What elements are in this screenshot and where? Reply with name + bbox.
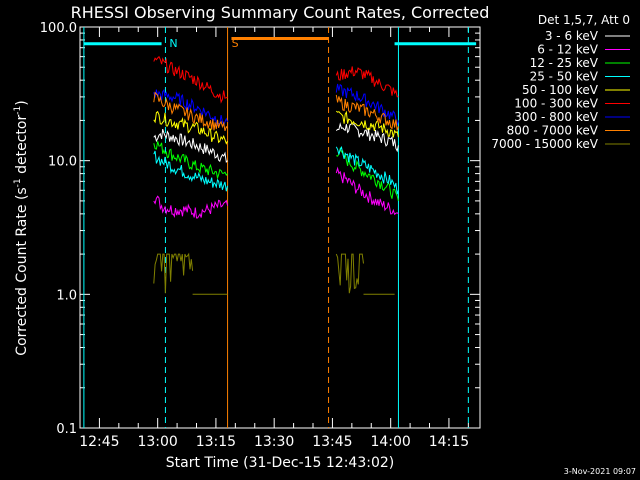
series-50-100kev (153, 110, 399, 145)
series-3-6kev (153, 122, 399, 164)
series-line (336, 147, 399, 202)
y-axis-label-part: Corrected Count Rate (s (14, 187, 30, 355)
y-axis-label-part: detector (14, 115, 30, 179)
legend-label: 300 - 800 keV (514, 110, 598, 124)
series-line (153, 128, 228, 164)
series-line (153, 141, 228, 180)
series-100-300kev (153, 55, 399, 104)
y-axis-label-text: Corrected Count Rate (s-1 detector-1) (13, 100, 30, 355)
y-axis-label: Corrected Count Rate (s-1 detector-1) (13, 100, 30, 355)
y-axis-label-part: ) (14, 100, 30, 105)
series-line (153, 150, 229, 192)
series-25-50kev (153, 145, 399, 195)
series-6-12kev (153, 166, 399, 219)
chart-title: RHESSI Observing Summary Count Rates, Co… (71, 3, 490, 22)
x-tick-label: 13:00 (137, 434, 177, 450)
series-line (153, 89, 229, 127)
series-800-7000kev (153, 91, 399, 132)
legend-label: 7000 - 15000 keV (491, 137, 598, 151)
series-line (153, 110, 229, 145)
legend-header: Det 1,5,7, Att 0 (538, 13, 630, 27)
series-7000-15000kev (153, 252, 395, 295)
legend-label: 25 - 50 keV (530, 70, 599, 84)
legend-label: 12 - 25 keV (530, 56, 599, 70)
timestamp: 3-Nov-2021 09:07 (564, 467, 636, 476)
x-tick-label: 13:30 (254, 434, 294, 450)
x-tick-label: 13:45 (312, 434, 352, 450)
y-tick-label: 1.0 (56, 288, 77, 303)
series-line (153, 91, 228, 132)
x-tick-label: 14:00 (370, 434, 410, 450)
series-line (335, 94, 399, 131)
y-tick-label: 100.0 (40, 21, 77, 36)
series-line (335, 110, 399, 138)
x-tick-label: 14:15 (429, 434, 469, 450)
legend-label: 50 - 100 keV (522, 83, 599, 97)
y-tick-label: 10.0 (48, 155, 77, 170)
series-line (335, 166, 399, 216)
series-12-25kev (153, 141, 399, 202)
series-line (335, 145, 399, 195)
plot-area: 100.0 10.0 1.0 0.112:45 13:00 13:15 13:30 13:45… (40, 21, 481, 450)
annotation-label: S (232, 37, 239, 50)
legend-label: 3 - 6 keV (545, 29, 599, 43)
series-line (335, 122, 399, 153)
y-tick-label: 0.1 (56, 422, 77, 437)
y-axis-label-superscript: -1 (13, 178, 23, 187)
series-line (335, 66, 399, 98)
plot-frame (79, 26, 481, 429)
x-tick-label: 12:45 (79, 434, 119, 450)
x-axis-label: Start Time (31-Dec-15 12:43:02) (166, 455, 394, 471)
series-300-800kev (153, 83, 399, 127)
y-axis-label-superscript: -1 (13, 106, 23, 115)
legend-label: 100 - 300 keV (514, 97, 598, 111)
series-line (335, 253, 364, 294)
legend-label: 800 - 7000 keV (507, 124, 599, 138)
series-line (153, 195, 229, 219)
series-line (153, 252, 194, 294)
series-line (335, 83, 399, 126)
series-line (153, 55, 228, 104)
legend-label: 6 - 12 keV (537, 43, 599, 57)
x-tick-label: 13:15 (196, 434, 236, 450)
annotation-label: N (169, 37, 177, 50)
